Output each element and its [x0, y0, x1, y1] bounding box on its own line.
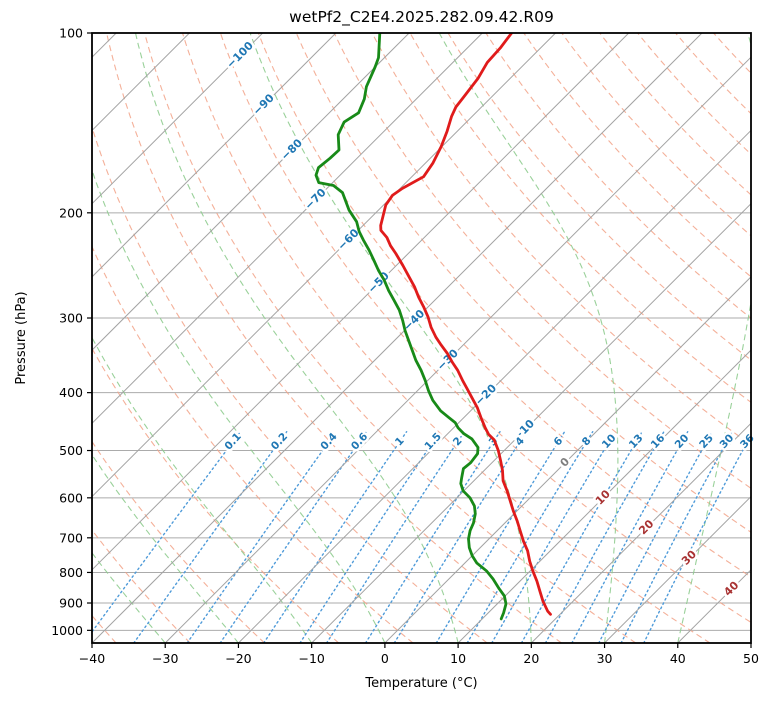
dewpoint-curve	[314, 33, 508, 621]
mixing-ratio-label-30: 30	[718, 432, 737, 451]
mixing-ratio-label-10: 10	[600, 432, 619, 451]
x-tick-label-50: 50	[743, 651, 759, 666]
y-tick-label-800: 800	[59, 565, 83, 580]
isotherm-label-30: 30	[679, 547, 699, 567]
isotherm-label--80: −80	[278, 136, 305, 163]
mixing-ratio-label-36: 36	[738, 432, 757, 451]
y-tick-label-900: 900	[59, 596, 83, 611]
y-tick-label-100: 100	[59, 26, 83, 41]
y-axis-label: Pressure (hPa)	[14, 291, 29, 385]
mixing-ratio-label-20: 20	[673, 432, 692, 451]
sounding-curves	[314, 33, 552, 621]
mixing-ratio-label-0.6: 0.6	[349, 431, 370, 453]
y-tick-label-1000: 1000	[51, 623, 83, 638]
y-tick-label-700: 700	[59, 530, 83, 545]
mixing-ratio-label-16: 16	[649, 432, 668, 451]
mixing-ratio-label-6: 6	[552, 435, 566, 449]
isobar-lines	[92, 33, 751, 631]
isotherm-label-20: 20	[636, 517, 656, 537]
moist-adiabat-lines	[92, 33, 751, 643]
mixing-ratio-label-1: 1	[393, 435, 407, 449]
y-tick-label-600: 600	[59, 490, 83, 505]
mixing-ratio-lines	[92, 431, 751, 643]
y-tick-label-400: 400	[59, 385, 83, 400]
x-tick-label-0: 0	[381, 651, 389, 666]
y-tick-label-500: 500	[59, 443, 83, 458]
axes: −40 −30 −20 −10 0 10 20 30 40 5010020030040050060…	[51, 26, 759, 667]
x-tick-label-40: 40	[670, 651, 686, 666]
x-tick-label--10: −10	[298, 651, 324, 666]
y-tick-label-300: 300	[59, 311, 83, 326]
x-tick-label-20: 20	[523, 651, 539, 666]
mixing-ratio-label-0.1: 0.1	[222, 431, 243, 453]
x-tick-label--30: −30	[152, 651, 178, 666]
dry-adiabat-lines	[92, 33, 751, 643]
y-tick-label-200: 200	[59, 205, 83, 220]
mixing-ratio-label-0.4: 0.4	[318, 431, 339, 453]
chart-title: wetPf2_C2E4.2025.282.09.42.R09	[289, 8, 554, 26]
isotherm-label-10: 10	[593, 487, 613, 507]
mixing-ratio-label-25: 25	[697, 432, 716, 451]
mixing-ratio-label-0.2: 0.2	[269, 431, 290, 453]
x-tick-label--20: −20	[225, 651, 251, 666]
mixing-ratio-label-13: 13	[627, 432, 646, 451]
isotherm-lines	[92, 33, 751, 643]
isotherm-label--70: −70	[302, 186, 329, 213]
mixing-ratio-label-2: 2	[451, 435, 465, 449]
background-lines	[92, 33, 751, 643]
x-axis-label: Temperature (°C)	[365, 676, 478, 691]
x-tick-label-30: 30	[597, 651, 613, 666]
temperature-curve	[379, 33, 552, 616]
x-tick-label--40: −40	[79, 651, 105, 666]
x-tick-label-10: 10	[450, 651, 466, 666]
